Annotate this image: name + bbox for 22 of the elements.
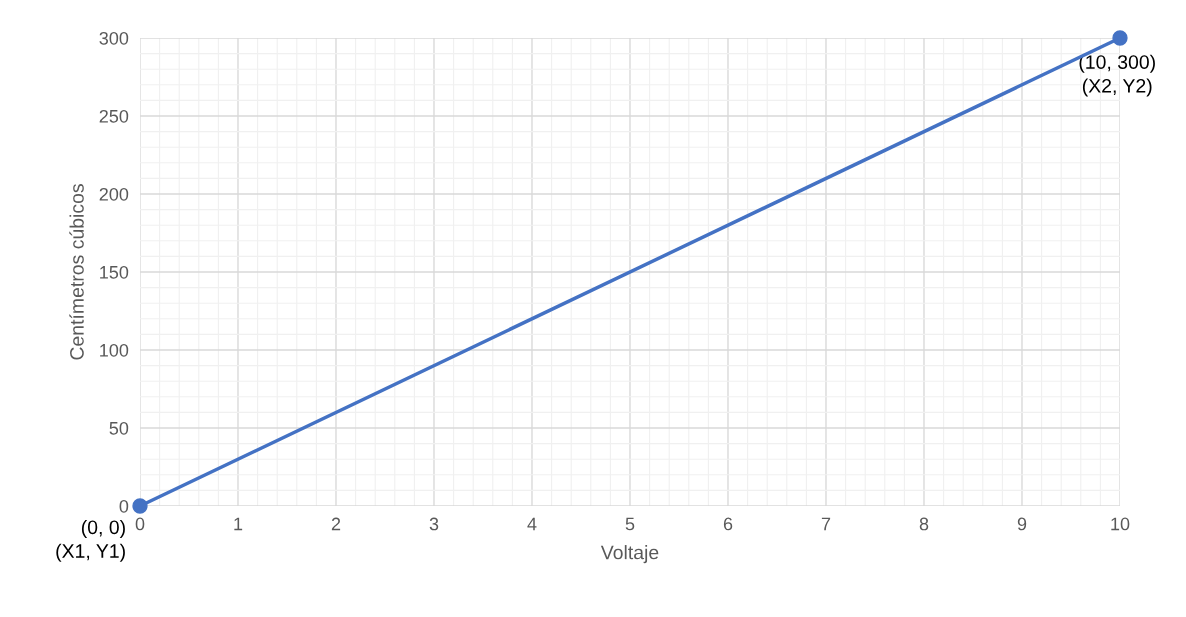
y-axis-title: Centímetros cúbicos — [69, 184, 84, 360]
x-tick-label: 7 — [821, 517, 831, 531]
y-tick-label: 300 — [99, 31, 129, 45]
x-tick-label: 4 — [527, 517, 537, 531]
y-tick-label: 100 — [100, 343, 129, 357]
annotation: (0, 0) (X1, Y1) — [56, 519, 125, 562]
x-tick-label: 8 — [919, 517, 929, 531]
y-tick-label: 250 — [99, 109, 129, 123]
x-tick-label: 6 — [723, 517, 733, 531]
y-tick-label: 200 — [99, 187, 129, 201]
x-axis-title: Voltaje — [600, 545, 659, 564]
x-tick-label: 3 — [429, 517, 439, 531]
x-tick-label: 0 — [135, 517, 145, 531]
y-tick-label: 50 — [109, 421, 129, 435]
annotation: (10, 300) (X2, Y2) — [1079, 54, 1155, 97]
x-tick-label: 10 — [1111, 517, 1130, 531]
x-tick-label: 9 — [1017, 517, 1027, 531]
y-tick-label: 0 — [119, 499, 129, 513]
x-tick-label: 2 — [331, 517, 341, 531]
x-tick-label: 5 — [625, 517, 635, 531]
y-tick-label: 150 — [100, 265, 129, 279]
x-tick-label: 1 — [234, 517, 243, 531]
